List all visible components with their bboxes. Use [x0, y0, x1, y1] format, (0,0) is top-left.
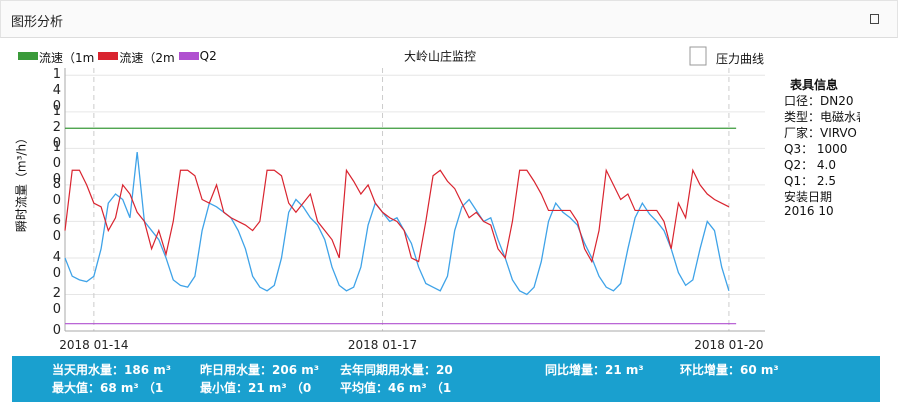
maximize-button[interactable]	[870, 14, 879, 24]
stat-item: 当天用水量：186 m³	[52, 363, 171, 377]
y-tick-label: 20	[52, 286, 61, 318]
x-tick-label: 2018 01-14	[59, 338, 129, 352]
y-tick-label: 100	[52, 140, 61, 188]
y-tick-label: 80	[52, 176, 61, 208]
stat-item: 最小值：21 m³ （0	[200, 381, 312, 395]
y-tick-label: 140	[52, 67, 61, 115]
stat-item: 同比增量：21 m³	[545, 363, 644, 377]
info-line: 安装日期	[784, 190, 833, 204]
series-line	[64, 168, 730, 264]
stat-item: 昨日用水量：206 m³	[200, 363, 319, 377]
legend-swatch[interactable]	[98, 52, 119, 60]
info-line: Q1： 2.5	[784, 174, 836, 188]
checkbox[interactable]	[689, 46, 707, 66]
legend-swatch[interactable]	[18, 52, 38, 60]
y-tick-label: 120	[52, 103, 61, 151]
info-line: 2016 10	[784, 204, 834, 218]
legend-swatch[interactable]	[178, 52, 199, 60]
stat-item: 平均值：46 m³ （1	[340, 381, 452, 395]
stats-bar: 当天用水量：186 m³ 昨日用水量：206 m³ 去年同期用水量：20 同比增量：2…	[12, 356, 880, 402]
info-line: 厂家：VIRVO	[784, 126, 857, 140]
legend-label[interactable]: 流速（2m	[119, 51, 175, 65]
info-line: 类型：电磁水表	[784, 110, 860, 124]
legend-label[interactable]: Q2	[199, 49, 217, 63]
legend-label[interactable]: 流速（1m	[39, 51, 95, 65]
info-line: Q2： 4.0	[784, 158, 836, 172]
y-axis-label: 瞬时流量（m³/h）	[15, 132, 29, 232]
y-tick-label: 40	[52, 249, 61, 281]
x-tick-label: 2018 01-20	[694, 338, 764, 352]
chart-title: 大岭山庄监控	[404, 49, 476, 64]
stat-item: 最大值：68 m³ （1	[52, 381, 164, 395]
info-line: 口径：DN20	[784, 94, 854, 108]
panel-title: 图形分析	[11, 15, 64, 30]
stat-item: 去年同期用水量：20	[340, 363, 453, 377]
header-bar: 图形分析	[0, 0, 898, 38]
info-title: 表具信息	[790, 78, 839, 92]
x-tick-label: 2018 01-17	[347, 338, 418, 352]
y-tick-label: 0	[52, 323, 61, 338]
info-line: Q3： 1000	[784, 142, 848, 156]
series-line	[64, 151, 730, 296]
stat-item: 环比增量：60 m³	[680, 363, 779, 377]
checkbox-label[interactable]: 压力曲线	[716, 52, 765, 66]
y-tick-label: 60	[52, 213, 61, 245]
